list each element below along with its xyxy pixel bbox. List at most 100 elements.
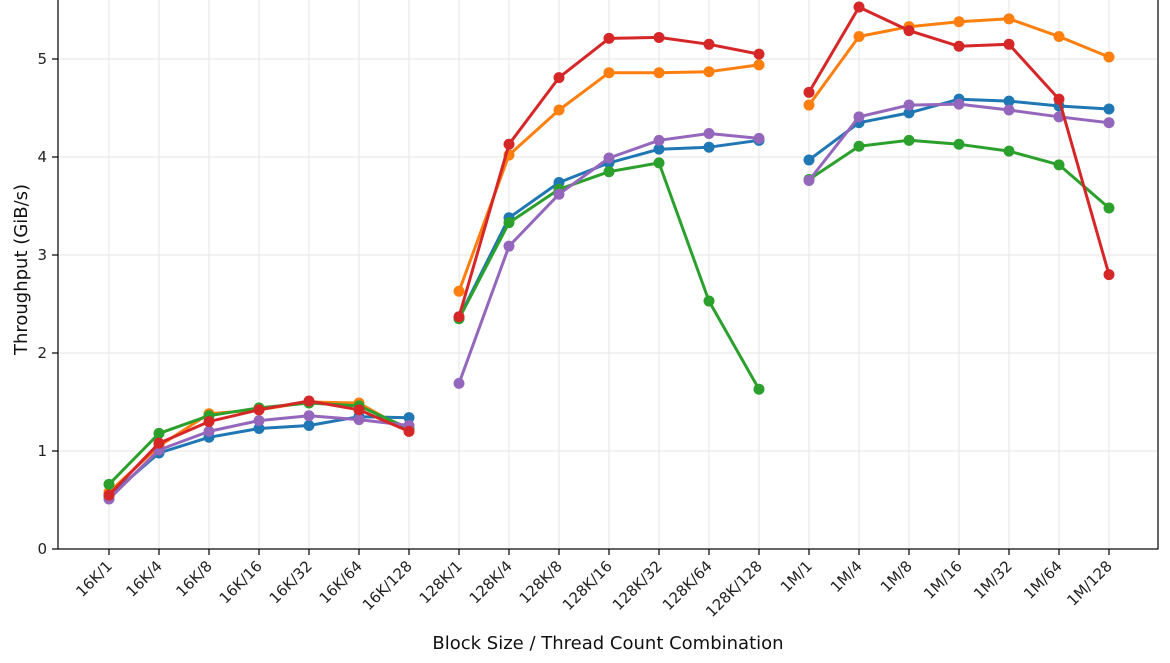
x-axis-label: Block Size / Thread Count Combination: [432, 633, 783, 654]
x-tick-label: 16K/16: [216, 557, 266, 607]
y-tick-label: 4: [37, 148, 47, 166]
x-tick-label: 16K/128: [359, 557, 416, 614]
series-4: [103, 98, 1115, 505]
series-layer: [103, 1, 1115, 505]
y-tick-label: 1: [37, 442, 47, 460]
data-point: [1003, 95, 1015, 107]
x-tick-label: 128K/1: [416, 557, 466, 607]
data-point: [703, 141, 715, 153]
y-tick-label: 2: [37, 344, 47, 362]
y-tick-label: 0: [37, 540, 47, 558]
x-tick-label: 16K/32: [266, 557, 316, 607]
data-point: [903, 25, 915, 37]
y-tick-label: 5: [37, 50, 47, 68]
x-tick-label: 1M/8: [877, 557, 916, 596]
data-point: [653, 143, 665, 155]
data-point: [753, 383, 765, 395]
data-point: [803, 99, 815, 111]
x-tick-label: 128K/8: [516, 557, 566, 607]
data-point: [503, 240, 515, 252]
data-point: [253, 404, 265, 416]
data-point: [603, 152, 615, 164]
data-point: [503, 138, 515, 150]
data-point: [103, 489, 115, 501]
data-point: [653, 134, 665, 146]
data-point: [353, 404, 365, 416]
data-point: [1003, 38, 1015, 50]
grid: [58, 0, 1158, 550]
data-point: [653, 67, 665, 79]
data-point: [453, 285, 465, 297]
data-point: [753, 132, 765, 144]
y-axis-label: Throughput (GiB/s): [11, 184, 32, 356]
data-point: [603, 32, 615, 44]
data-point: [1053, 93, 1065, 105]
x-tick-label: 16K/4: [122, 557, 166, 601]
data-point: [503, 217, 515, 229]
x-tick-label: 1M/4: [827, 557, 866, 596]
data-point: [703, 295, 715, 307]
data-point: [853, 30, 865, 42]
data-point: [253, 415, 265, 427]
data-point: [203, 425, 215, 437]
data-point: [653, 31, 665, 43]
x-tick-label: 128K/4: [466, 557, 516, 607]
data-point: [1053, 159, 1065, 171]
data-point: [1103, 202, 1115, 214]
x-tick-label: 1M/16: [920, 557, 966, 603]
x-tick-label: 1M/128: [1063, 557, 1115, 609]
series-5: [103, 1, 1115, 501]
data-point: [903, 99, 915, 111]
data-point: [1103, 117, 1115, 129]
data-point: [553, 72, 565, 84]
data-point: [103, 478, 115, 490]
data-point: [303, 395, 315, 407]
x-tick-label: 1M/64: [1020, 557, 1066, 603]
data-point: [403, 425, 415, 437]
data-point: [403, 412, 415, 424]
data-point: [603, 166, 615, 178]
x-tick-label: 1M/1: [777, 557, 816, 596]
x-tick-label: 16K/64: [316, 557, 366, 607]
data-point: [153, 437, 165, 449]
data-point: [853, 111, 865, 123]
data-point: [753, 48, 765, 60]
data-point: [953, 16, 965, 28]
data-point: [803, 175, 815, 187]
data-point: [903, 134, 915, 146]
data-point: [603, 67, 615, 79]
plot-frame: [57, 0, 1159, 550]
data-point: [353, 414, 365, 426]
data-point: [703, 38, 715, 50]
data-point: [303, 420, 315, 432]
x-tick-label: 1M/32: [970, 557, 1016, 603]
data-point: [1003, 145, 1015, 157]
data-point: [1103, 103, 1115, 115]
data-point: [1103, 51, 1115, 63]
data-point: [1053, 30, 1065, 42]
x-tick-label: 16K/1: [72, 557, 116, 601]
data-point: [853, 140, 865, 152]
data-point: [703, 127, 715, 139]
data-point: [753, 59, 765, 71]
data-point: [553, 188, 565, 200]
data-point: [303, 410, 315, 422]
data-point: [553, 104, 565, 116]
data-point: [953, 98, 965, 110]
data-point: [953, 40, 965, 52]
data-point: [803, 154, 815, 166]
x-tick-label: 16K/8: [172, 557, 216, 601]
data-point: [953, 138, 965, 150]
data-point: [453, 311, 465, 323]
y-tick-label: 3: [37, 246, 47, 264]
data-point: [253, 422, 265, 434]
data-point: [803, 86, 815, 98]
data-point: [153, 427, 165, 439]
data-point: [853, 1, 865, 13]
data-point: [903, 107, 915, 119]
data-point: [1003, 13, 1015, 25]
data-point: [653, 157, 665, 169]
x-tick-label: 128K/32: [609, 557, 666, 614]
